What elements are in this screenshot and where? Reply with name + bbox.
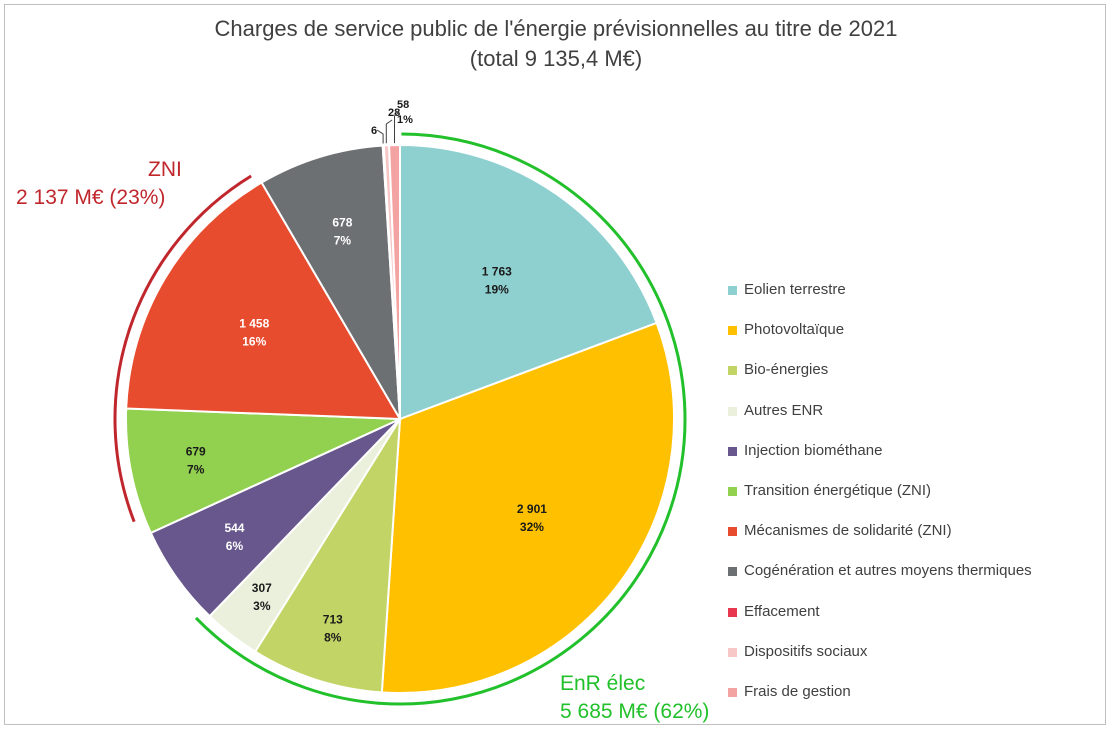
legend-swatch — [728, 647, 737, 657]
legend-label: Effacement — [744, 602, 820, 620]
slice-value-label: 307 — [252, 581, 272, 595]
chart-legend: Eolien terrestre Photovoltaïque Bio-énergi… — [728, 278, 1098, 720]
enr-group-total: 5 685 M€ (62%) — [560, 700, 710, 723]
legend-item-injection-biomethane: Injection biométhane — [728, 439, 1098, 479]
leader-line — [376, 129, 384, 144]
pie-slice-eolien-terrestre — [399, 143, 658, 421]
slice-value-label: 2 901 — [517, 502, 547, 516]
slice-percent-label: 16% — [242, 335, 266, 349]
frais-de-gestion-value-label: 58 — [397, 99, 409, 111]
slice-percent-label: 32% — [520, 520, 544, 534]
legend-swatch — [728, 446, 737, 456]
legend-label: Bio-énergies — [744, 361, 829, 379]
legend-label: Eolien terrestre — [744, 281, 846, 298]
chart-title-block: Charges de service public de l'énergie p… — [0, 14, 1112, 74]
legend-swatch — [728, 607, 737, 617]
legend-label: Mécanismes de solidarité (ZNI) — [744, 522, 952, 540]
chart-title: Charges de service public de l'énergie p… — [214, 16, 898, 41]
effacement-value-label: 6 — [371, 125, 377, 137]
pie-slice-transition-energetique-zni — [125, 407, 401, 535]
frais-de-gestion-percent-label: 1% — [397, 114, 413, 126]
legend-label: Cogénération et autres moyens thermiques — [744, 562, 1032, 580]
legend-item-bio-energies: Bio-énergies — [728, 358, 1098, 398]
pie-slice-frais-de-gestion — [388, 143, 401, 420]
legend-swatch — [728, 326, 737, 336]
legend-label: Frais de gestion — [744, 682, 851, 700]
slice-value-label: 678 — [332, 215, 352, 229]
legend-swatch — [728, 687, 737, 697]
dispositifs-sociaux-value-label: 28 — [388, 107, 400, 119]
legend-item-photovoltaique: Photovoltaïque — [728, 318, 1098, 358]
chart-frame — [4, 4, 1106, 725]
legend-item-frais-de-gestion: Frais de gestion — [728, 680, 1098, 720]
slice-percent-label: 3% — [253, 599, 271, 613]
slice-percent-label: 6% — [226, 539, 244, 553]
legend-swatch — [728, 406, 737, 416]
slice-percent-label: 7% — [187, 462, 205, 476]
slice-value-label: 679 — [186, 444, 206, 458]
slice-value-label: 544 — [224, 521, 244, 535]
legend-label: Autres ENR — [744, 401, 824, 419]
pie-slice-bio-energies — [253, 418, 401, 694]
legend-item-mecanismes-de-solidarite-zni: Mécanismes de solidarité (ZNI) — [728, 519, 1098, 559]
leader-line — [385, 119, 393, 144]
legend-item-eolien-terrestre: Eolien terrestre — [728, 278, 1098, 318]
pie-slice-mecanismes-de-solidarite-zni — [125, 181, 402, 421]
pie-slice-cogeneration-et-autres-moyens-thermiques — [260, 144, 401, 420]
legend-label: Photovoltaïque — [744, 321, 845, 339]
chart-subtitle: (total 9 135,4 M€) — [469, 46, 643, 71]
slice-percent-label: 7% — [334, 233, 352, 247]
legend-swatch — [728, 286, 737, 295]
legend-item-autres-enr: Autres ENR — [728, 399, 1098, 439]
leader-line — [394, 111, 400, 144]
slice-value-label: 1 458 — [239, 317, 269, 331]
legend-label: Injection biométhane — [744, 441, 883, 459]
legend-swatch — [728, 486, 737, 496]
slice-value-label: 713 — [323, 613, 343, 627]
legend-swatch — [728, 567, 737, 577]
legend-label: Dispositifs sociaux — [744, 642, 868, 660]
zni-group-name: ZNI — [148, 158, 182, 181]
legend-item-cogeneration-et-autres-moyens-thermiques: Cogénération et autres moyens thermiques — [728, 559, 1098, 599]
legend-item-dispositifs-sociaux: Dispositifs sociaux — [728, 640, 1098, 680]
legend-swatch — [728, 527, 737, 537]
enr-group-name: EnR élec — [560, 672, 646, 695]
slice-percent-label: 19% — [485, 282, 509, 296]
legend-item-effacement: Effacement — [728, 600, 1098, 640]
legend-label: Transition énergétique (ZNI) — [744, 481, 932, 499]
legend-swatch — [728, 366, 737, 376]
zni-group-arc — [113, 174, 252, 523]
pie-slice-photovoltaique — [380, 321, 675, 694]
slice-percent-label: 8% — [324, 631, 342, 645]
enr-group-arc — [194, 132, 687, 706]
legend-item-transition-energetique-zni: Transition énergétique (ZNI) — [728, 479, 1098, 519]
slice-value-label: 1 763 — [482, 264, 512, 278]
zni-group-total: 2 137 M€ (23%) — [16, 186, 166, 209]
